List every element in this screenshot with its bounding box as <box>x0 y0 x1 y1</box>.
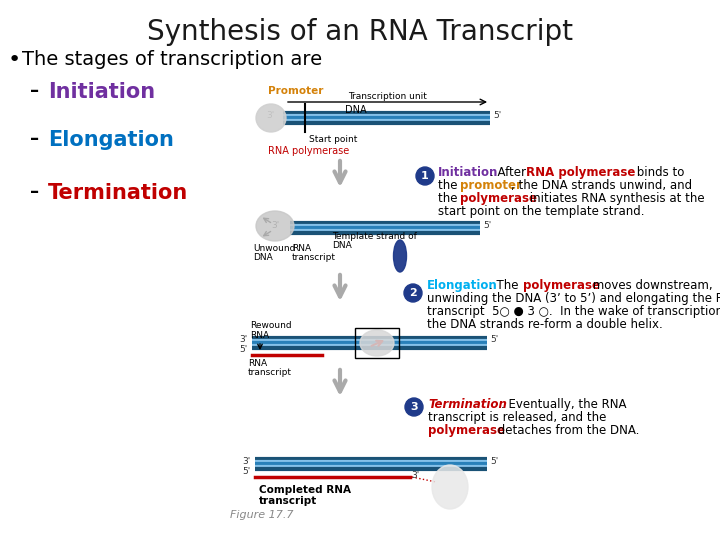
Ellipse shape <box>394 240 407 272</box>
Text: polymerase: polymerase <box>460 192 537 205</box>
Text: DNA: DNA <box>332 241 352 250</box>
Text: Rewound: Rewound <box>250 321 292 330</box>
Text: Synthesis of an RNA Transcript: Synthesis of an RNA Transcript <box>147 18 573 46</box>
Text: Initiation: Initiation <box>438 166 498 179</box>
Text: The stages of transcription are: The stages of transcription are <box>22 50 322 69</box>
Text: 3': 3' <box>271 221 280 231</box>
Text: 3': 3' <box>266 111 275 120</box>
Ellipse shape <box>256 104 286 132</box>
Text: Unwound: Unwound <box>253 244 295 253</box>
Text: Elongation: Elongation <box>48 130 174 150</box>
Text: RNA: RNA <box>248 359 267 368</box>
Text: the: the <box>438 179 462 192</box>
Text: . After: . After <box>490 166 530 179</box>
Text: polymerase: polymerase <box>523 279 600 292</box>
Text: –: – <box>30 82 39 100</box>
Text: 5': 5' <box>490 456 498 465</box>
Text: initiates RNA synthesis at the: initiates RNA synthesis at the <box>526 192 705 205</box>
Text: transcript: transcript <box>292 253 336 262</box>
Circle shape <box>405 398 423 416</box>
Text: moves downstream,: moves downstream, <box>589 279 713 292</box>
Text: the DNA strands re-form a double helix.: the DNA strands re-form a double helix. <box>427 318 662 331</box>
Text: DNA: DNA <box>253 253 273 262</box>
Text: 3': 3' <box>243 456 251 465</box>
Text: Transcription unit: Transcription unit <box>348 92 427 101</box>
Text: 5': 5' <box>490 335 498 345</box>
Text: binds to: binds to <box>633 166 685 179</box>
Text: polymerase: polymerase <box>428 424 505 437</box>
Text: Initiation: Initiation <box>48 82 155 102</box>
Text: Termination: Termination <box>48 183 188 203</box>
Text: –: – <box>30 130 39 148</box>
Text: RNA polymerase: RNA polymerase <box>268 146 349 156</box>
Text: transcript is released, and the: transcript is released, and the <box>428 411 606 424</box>
Text: 3': 3' <box>411 470 419 480</box>
Text: DNA: DNA <box>345 105 366 115</box>
Text: Termination: Termination <box>428 398 507 411</box>
Circle shape <box>416 167 434 185</box>
Text: Completed RNA: Completed RNA <box>259 485 351 495</box>
Text: transcript  5○ ● 3 ○.  In the wake of transcription,: transcript 5○ ● 3 ○. In the wake of tran… <box>427 305 720 318</box>
Text: transcript: transcript <box>248 368 292 377</box>
Text: 3': 3' <box>240 335 248 345</box>
Text: 2: 2 <box>409 288 417 298</box>
Circle shape <box>404 284 422 302</box>
Text: 5': 5' <box>240 345 248 354</box>
Text: RNA: RNA <box>292 244 311 253</box>
Text: 3: 3 <box>410 402 418 412</box>
Text: Start point: Start point <box>309 135 357 144</box>
Text: promoter: promoter <box>460 179 522 192</box>
Text: 5': 5' <box>483 221 491 231</box>
Text: RNA polymerase: RNA polymerase <box>526 166 635 179</box>
Text: Template strand of: Template strand of <box>332 232 417 241</box>
Text: RNA: RNA <box>250 331 269 340</box>
Ellipse shape <box>432 465 468 509</box>
Text: , the DNA strands unwind, and: , the DNA strands unwind, and <box>511 179 692 192</box>
Text: the: the <box>438 192 462 205</box>
Ellipse shape <box>256 211 294 241</box>
Text: Figure 17.7: Figure 17.7 <box>230 510 294 520</box>
Text: Promoter: Promoter <box>268 86 323 96</box>
Text: 5': 5' <box>243 467 251 476</box>
Bar <box>355 328 399 358</box>
Text: •: • <box>8 50 22 70</box>
Text: unwinding the DNA (3ʼ to 5ʼ) and elongating the RNA: unwinding the DNA (3ʼ to 5ʼ) and elongat… <box>427 292 720 305</box>
Text: . The: . The <box>489 279 522 292</box>
Text: –: – <box>30 183 39 201</box>
Ellipse shape <box>360 330 394 356</box>
Text: . Eventually, the RNA: . Eventually, the RNA <box>501 398 626 411</box>
Text: 5': 5' <box>493 111 501 120</box>
Text: transcript: transcript <box>259 496 318 506</box>
Text: start point on the template strand.: start point on the template strand. <box>438 205 644 218</box>
Text: detaches from the DNA.: detaches from the DNA. <box>494 424 639 437</box>
Text: Elongation: Elongation <box>427 279 498 292</box>
Text: 1: 1 <box>421 171 429 181</box>
